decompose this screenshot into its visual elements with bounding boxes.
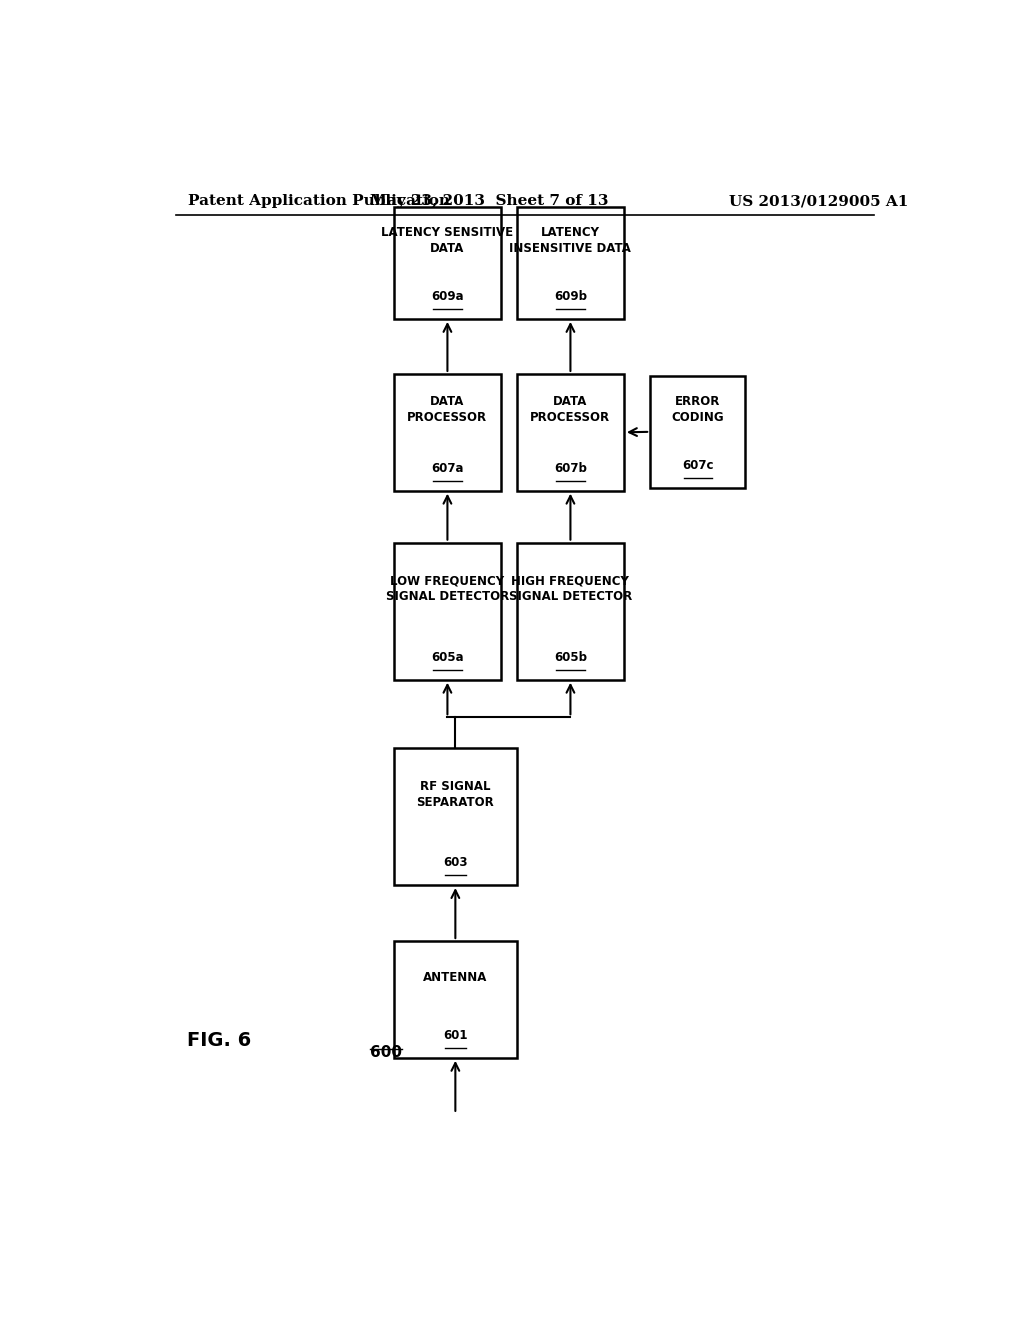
- Bar: [517, 207, 624, 319]
- Text: 603: 603: [443, 857, 468, 870]
- Bar: [517, 374, 624, 491]
- Text: LOW FREQUENCY
SIGNAL DETECTOR: LOW FREQUENCY SIGNAL DETECTOR: [386, 574, 509, 603]
- Text: 609a: 609a: [431, 290, 464, 304]
- Bar: [517, 543, 624, 680]
- Bar: [394, 748, 517, 886]
- Bar: [394, 374, 501, 491]
- Text: 601: 601: [443, 1030, 468, 1041]
- Bar: [394, 543, 501, 680]
- Text: 607b: 607b: [554, 462, 587, 475]
- Text: May 23, 2013  Sheet 7 of 13: May 23, 2013 Sheet 7 of 13: [370, 194, 608, 209]
- Text: ANTENNA: ANTENNA: [423, 970, 487, 983]
- Text: 605b: 605b: [554, 651, 587, 664]
- Text: 600: 600: [370, 1044, 402, 1060]
- Text: DATA
PROCESSOR: DATA PROCESSOR: [530, 396, 610, 425]
- Text: 605a: 605a: [431, 651, 464, 664]
- Text: ERROR
CODING: ERROR CODING: [672, 395, 724, 424]
- Text: 609b: 609b: [554, 290, 587, 304]
- Text: FIG. 6: FIG. 6: [187, 1031, 251, 1051]
- Text: LATENCY SENSITIVE
DATA: LATENCY SENSITIVE DATA: [381, 226, 513, 255]
- Text: US 2013/0129005 A1: US 2013/0129005 A1: [729, 194, 908, 209]
- Bar: [394, 941, 517, 1057]
- Bar: [394, 207, 501, 319]
- Text: Patent Application Publication: Patent Application Publication: [187, 194, 450, 209]
- Bar: [650, 376, 745, 487]
- Text: 607c: 607c: [682, 459, 714, 471]
- Text: DATA
PROCESSOR: DATA PROCESSOR: [408, 396, 487, 425]
- Text: HIGH FREQUENCY
SIGNAL DETECTOR: HIGH FREQUENCY SIGNAL DETECTOR: [509, 574, 632, 603]
- Text: 607a: 607a: [431, 462, 464, 475]
- Text: RF SIGNAL
SEPARATOR: RF SIGNAL SEPARATOR: [417, 780, 495, 809]
- Text: LATENCY
INSENSITIVE DATA: LATENCY INSENSITIVE DATA: [510, 226, 632, 255]
